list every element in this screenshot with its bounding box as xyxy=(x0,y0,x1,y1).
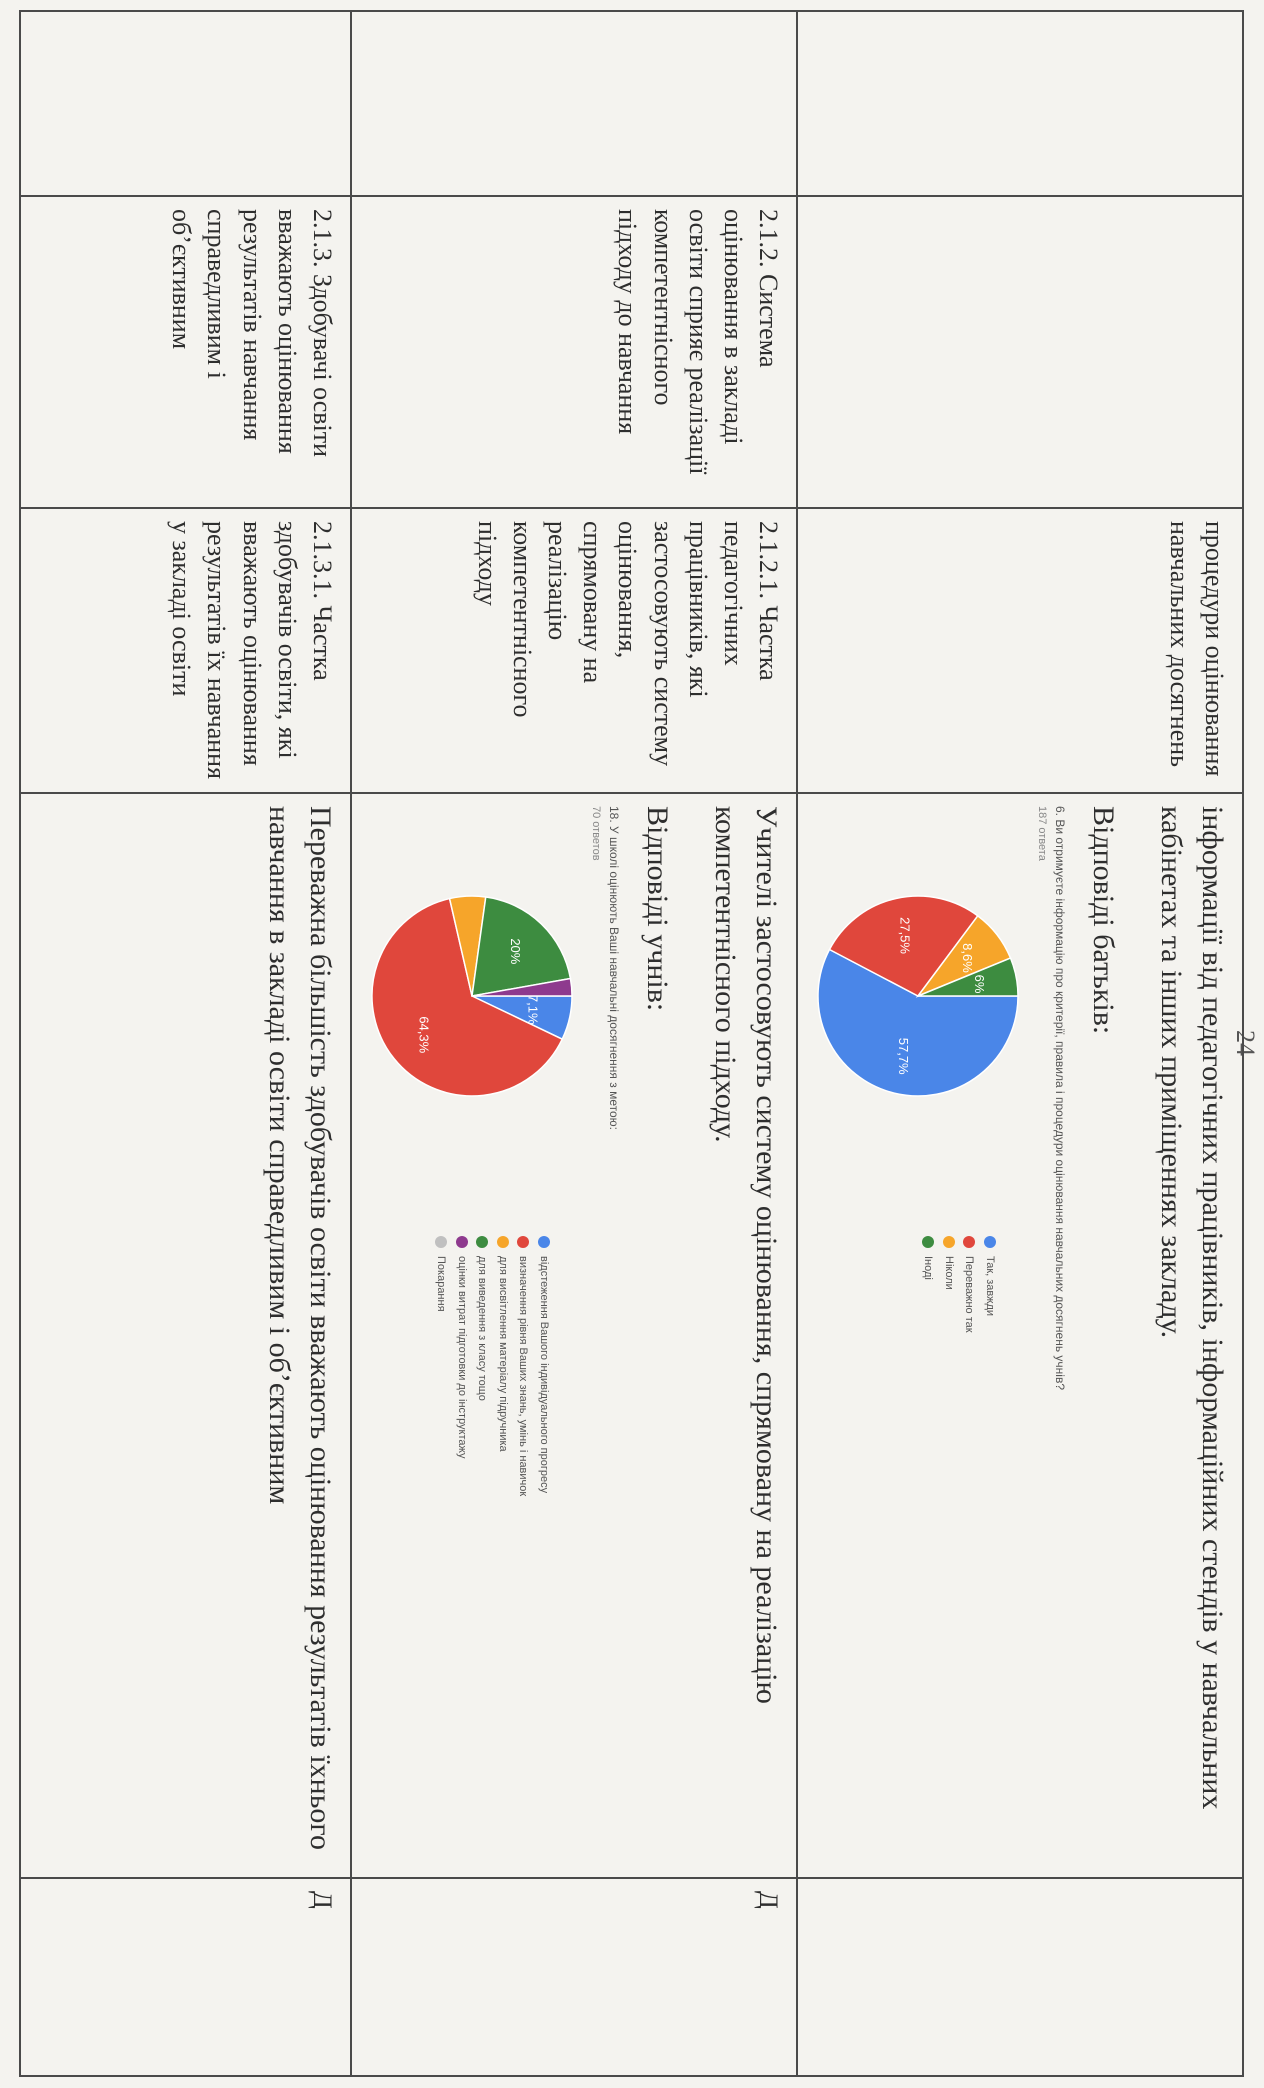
chart2-pie: 7,1% 64,3% 20% xyxy=(371,895,573,1097)
row3-description-text: Переважна більшість здобувачів освіти вв… xyxy=(263,806,337,1850)
legend-swatch xyxy=(537,1236,550,1248)
chart1-legend: Так, завжди Переважно так Ніколи Іноді xyxy=(916,1236,998,1556)
legend-swatch xyxy=(496,1236,509,1248)
table-row: 2.1.2. Система оцінювання в закладі осві… xyxy=(350,11,797,2076)
legend-item-1-2: Переважно так xyxy=(961,1236,978,1556)
legend-item-1-1: Так, завжди xyxy=(981,1236,998,1556)
legend-label: визначення рівня Ваших знань, умінь і на… xyxy=(517,1256,530,1497)
legend-swatch xyxy=(963,1236,976,1248)
chart1-question: 6. Ви отримуєте інформацію про критерії,… xyxy=(1053,806,1068,1391)
pie-slice-2-4 xyxy=(470,896,572,997)
legend-swatch xyxy=(922,1236,935,1248)
evaluation-table: процедури оцінювання навчальних досягнен… xyxy=(19,10,1244,2077)
legend-swatch xyxy=(983,1236,996,1248)
pie-slice-1-4 xyxy=(917,957,1019,997)
table-row: 2.1.3. Здобувачі освіти вважають оцінюва… xyxy=(20,11,351,2076)
legend-label: Переважно так xyxy=(963,1256,976,1333)
chart1-response-count: 187 ответа xyxy=(1035,806,1048,861)
legend-label: Ніколи xyxy=(942,1256,955,1290)
pie-slice-label-1-2: 27,5% xyxy=(897,917,912,954)
legend-swatch xyxy=(455,1236,468,1248)
row1-col2 xyxy=(796,196,1243,508)
pie-slice-label-2-2: 64,3% xyxy=(416,1016,431,1053)
legend-label: Іноді xyxy=(922,1256,935,1280)
legend-item-1-4: Іноді xyxy=(920,1236,937,1556)
row3-indicator: 2.1.3.1. Частка здобувачів освіти, які в… xyxy=(20,508,351,793)
parents-pie-chart: 6. Ви отримуєте інформацію про критерії,… xyxy=(808,806,1069,1865)
pie-slice-1-1 xyxy=(817,948,1019,1097)
row1-col1 xyxy=(796,11,1243,196)
row3-col1 xyxy=(20,11,351,196)
pie-slice-label-2-4: 20% xyxy=(508,938,523,964)
legend-item-2-1: відстеження Вашого індивідуального прогр… xyxy=(535,1236,552,1556)
row2-col1 xyxy=(350,11,797,196)
row3-mark: Д xyxy=(20,1878,351,2076)
students-responses-label: Відповіді учнів: xyxy=(640,806,674,1012)
legend-label: для висвітлення матеріалу підручника xyxy=(496,1256,509,1452)
parents-responses-label: Відповіді батьків: xyxy=(1087,806,1120,1035)
pie-slice-label-1-1: 57,7% xyxy=(896,1038,911,1075)
legend-swatch xyxy=(517,1236,530,1248)
row2-mark: Д xyxy=(350,1878,797,2076)
chart2-legend: відстеження Вашого індивідуального прогр… xyxy=(429,1236,552,1556)
pie-slice-2-5 xyxy=(471,977,573,997)
row1-description-text: інформації від педагогічних працівників,… xyxy=(1155,806,1230,1810)
table-row: процедури оцінювання навчальних досягнен… xyxy=(796,11,1243,2076)
legend-item-2-4: для виведення з класу тощо xyxy=(474,1236,491,1556)
legend-label: оцінки витрат підготовки до інструктажу xyxy=(455,1256,468,1459)
row2-description: Учителі застосовують систему оцінювання,… xyxy=(350,793,797,1878)
legend-swatch xyxy=(942,1236,955,1248)
pie-slice-1-2 xyxy=(828,895,979,997)
legend-label: Покарання xyxy=(435,1256,448,1312)
legend-item-2-5: оцінки витрат підготовки до інструктажу xyxy=(453,1236,470,1556)
row3-criterion: 2.1.3. Здобувачі освіти вважають оцінюва… xyxy=(20,196,351,508)
row1-mark xyxy=(796,1878,1243,2076)
legend-label: для виведення з класу тощо xyxy=(476,1256,489,1401)
students-pie-chart: 18. У школі оцінюють Ваші навчальні дося… xyxy=(362,806,623,1865)
pie-slice-label-1-4: 6% xyxy=(972,975,987,994)
row1-description: інформації від педагогічних працівників,… xyxy=(796,793,1243,1878)
legend-label: відстеження Вашого індивідуального прогр… xyxy=(537,1256,550,1494)
chart2-question: 18. У школі оцінюють Ваші навчальні дося… xyxy=(607,806,622,1130)
legend-item-2-6: Покарання xyxy=(433,1236,450,1556)
legend-label: Так, завжди xyxy=(983,1256,996,1317)
chart1-pie: 57,7% 27,5% 8,6% 6% xyxy=(817,895,1019,1097)
row2-indicator: 2.1.2.1. Частка педагогічних працівників… xyxy=(350,508,797,793)
legend-swatch xyxy=(476,1236,489,1248)
legend-item-2-3: для висвітлення матеріалу підручника xyxy=(494,1236,511,1556)
legend-item-1-3: Ніколи xyxy=(940,1236,957,1556)
legend-item-2-2: визначення рівня Ваших знань, умінь і на… xyxy=(515,1236,532,1556)
row3-description: Переважна більшість здобувачів освіти вв… xyxy=(20,793,351,1878)
row2-description-text: Учителі застосовують систему оцінювання,… xyxy=(709,806,783,1704)
pie-slice-label-1-3: 8,6% xyxy=(960,943,975,973)
pie-slice-label-2-1: 7,1% xyxy=(525,995,540,1025)
legend-swatch xyxy=(435,1236,448,1248)
pie-slice-2-2 xyxy=(371,897,563,1097)
row2-criterion: 2.1.2. Система оцінювання в закладі осві… xyxy=(350,196,797,508)
row1-indicator: процедури оцінювання навчальних досягнен… xyxy=(796,508,1243,793)
chart2-response-count: 70 ответов xyxy=(589,806,602,861)
